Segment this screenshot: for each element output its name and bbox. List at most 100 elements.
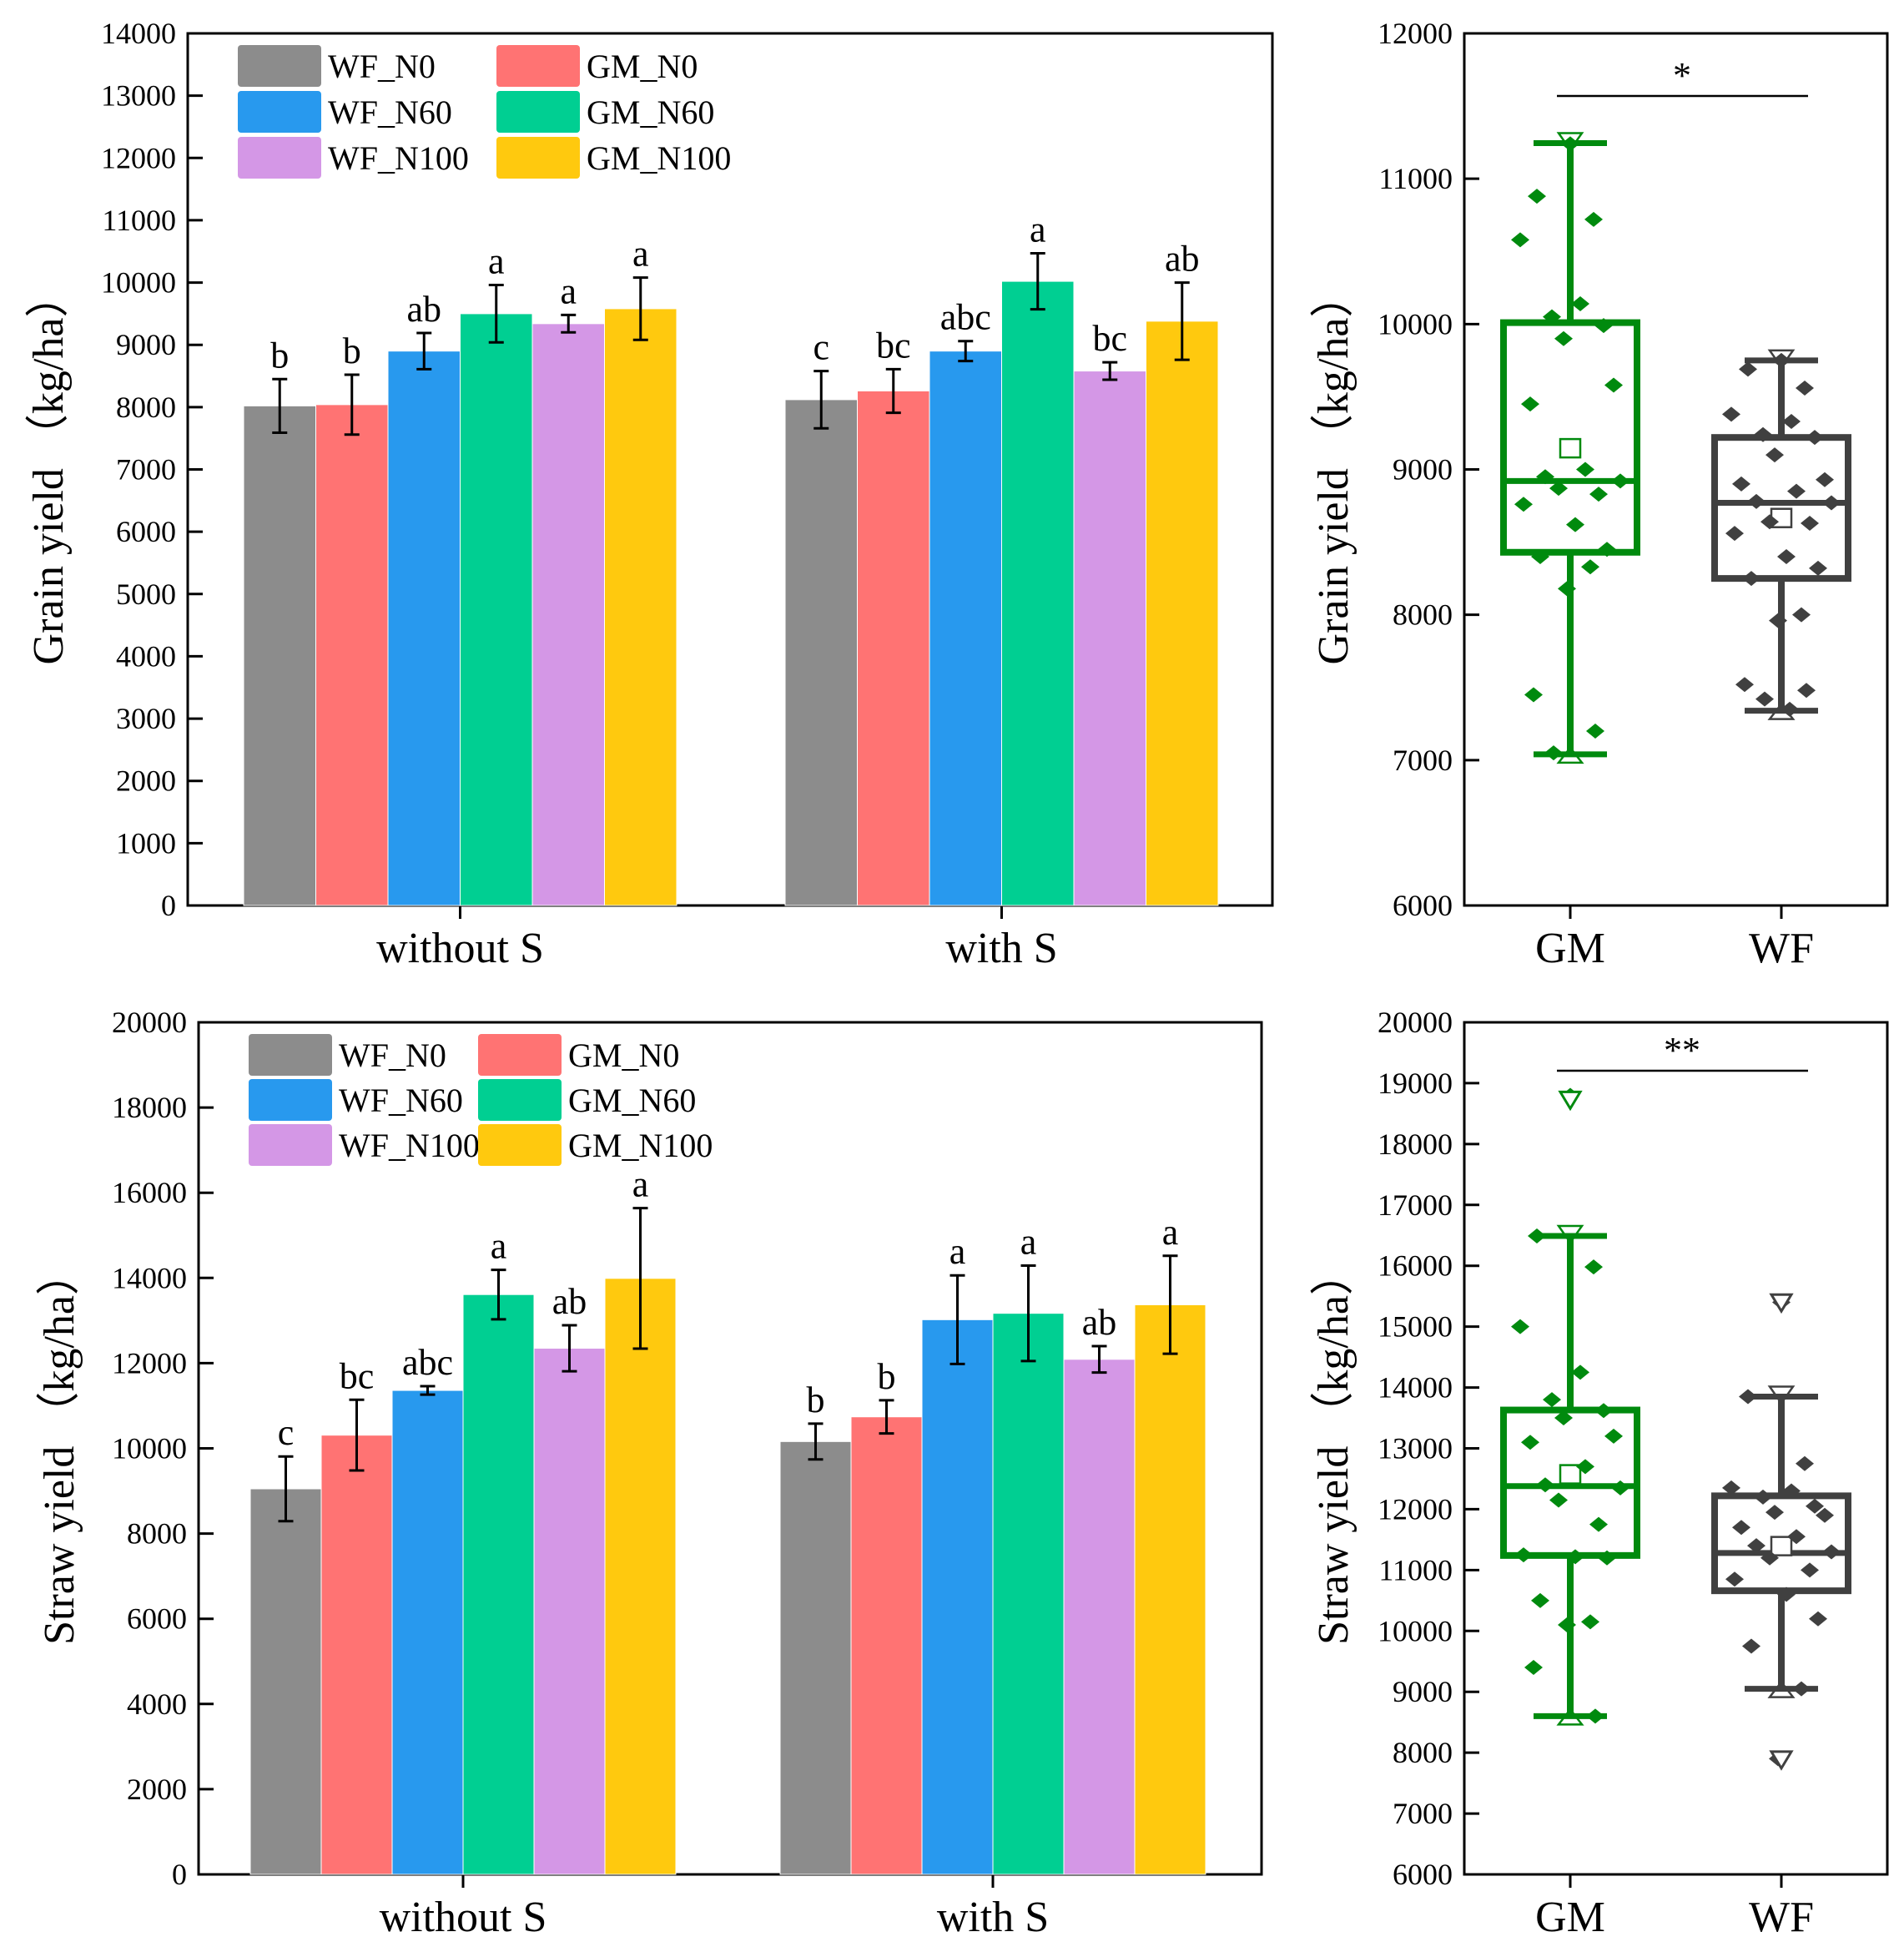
max-marker bbox=[1767, 1385, 1796, 1405]
bar-WF_N0 bbox=[779, 1440, 852, 1875]
y-axis-label: Straw yield （kg/ha） bbox=[1310, 1252, 1357, 1645]
legend-swatch bbox=[496, 91, 580, 133]
x-category-label: without S bbox=[376, 925, 544, 972]
significance-letter: abc bbox=[940, 297, 991, 338]
y-tick-label: 7000 bbox=[1393, 744, 1453, 777]
y-tick-label: 6000 bbox=[116, 515, 176, 548]
significance-letter: ab bbox=[1082, 1302, 1117, 1343]
y-tick-label: 10000 bbox=[112, 1432, 187, 1465]
significance-marker: * bbox=[1673, 55, 1691, 96]
y-tick-label: 3000 bbox=[116, 702, 176, 735]
significance-letter: a bbox=[488, 241, 505, 282]
data-point bbox=[1722, 1480, 1740, 1496]
significance-letter: a bbox=[1162, 1212, 1179, 1253]
legend-label: GM_N60 bbox=[568, 1082, 696, 1119]
max-marker bbox=[1556, 132, 1584, 152]
data-point bbox=[1796, 380, 1814, 396]
y-tick-label: 6000 bbox=[127, 1602, 187, 1636]
data-point bbox=[1772, 352, 1791, 368]
bar-WF_N60 bbox=[929, 351, 1002, 906]
significance-letter: abc bbox=[402, 1342, 453, 1383]
data-point bbox=[1754, 1489, 1772, 1505]
data-point bbox=[1598, 542, 1616, 557]
y-tick-label: 8000 bbox=[1393, 598, 1453, 632]
data-point bbox=[1511, 232, 1529, 248]
data-point bbox=[1732, 1520, 1750, 1536]
significance-letter: c bbox=[813, 327, 829, 368]
data-point bbox=[1586, 1708, 1604, 1724]
data-point bbox=[1739, 361, 1757, 377]
bar-WF_N0 bbox=[249, 1488, 322, 1875]
y-tick-label: 4000 bbox=[127, 1687, 187, 1721]
data-point bbox=[1571, 1364, 1589, 1380]
plot-frame bbox=[1463, 32, 1889, 907]
bar-GM_N0 bbox=[320, 1435, 393, 1875]
outlier-marker bbox=[1769, 1293, 1794, 1314]
data-point bbox=[1611, 1480, 1629, 1496]
bar-GM_N100 bbox=[1146, 320, 1219, 906]
y-tick-label: 7000 bbox=[116, 453, 176, 487]
data-point bbox=[1558, 581, 1576, 597]
significance-letter: bc bbox=[876, 325, 911, 366]
data-point bbox=[1739, 1389, 1757, 1405]
bar-GM_N60 bbox=[462, 1294, 535, 1875]
grain-bar-chart: 0 1000 2000 3000 4000 5000 6000 7000 8000 9000 100… bbox=[25, 17, 1274, 972]
y-tick-label: 13000 bbox=[1378, 1432, 1453, 1465]
legend-swatch bbox=[238, 91, 321, 133]
bar-GM_N100 bbox=[604, 308, 677, 906]
bar-WF_N100 bbox=[1073, 371, 1146, 906]
y-tick-label: 12000 bbox=[101, 141, 176, 174]
legend-label: GM_N60 bbox=[587, 93, 714, 131]
bar-WF_N0 bbox=[784, 399, 858, 906]
y-tick-label: 9000 bbox=[116, 328, 176, 361]
data-point bbox=[1782, 414, 1801, 430]
y-tick-label: 6000 bbox=[1393, 1858, 1453, 1891]
data-point bbox=[1611, 473, 1629, 489]
min-marker bbox=[1556, 1707, 1584, 1726]
y-tick-label: 8000 bbox=[116, 391, 176, 424]
y-tick-label: 14000 bbox=[101, 17, 176, 50]
data-point bbox=[1524, 1660, 1543, 1676]
data-point bbox=[1801, 1562, 1819, 1578]
legend-label: WF_N60 bbox=[339, 1082, 463, 1119]
data-point bbox=[1735, 677, 1754, 693]
legend-swatch bbox=[249, 1124, 332, 1166]
significance-letter: b bbox=[343, 330, 361, 371]
y-tick-label: 16000 bbox=[1378, 1249, 1453, 1283]
straw-box-chart: 6000 7000 8000 9000 10000 11000 12000 13000 1400… bbox=[1310, 1006, 1889, 1941]
data-point bbox=[1536, 469, 1554, 485]
data-point bbox=[1787, 1529, 1806, 1545]
significance-letter: ab bbox=[552, 1281, 587, 1322]
significance-letter: b bbox=[807, 1380, 825, 1420]
x-category-label: WF bbox=[1749, 925, 1814, 972]
bar-GM_N60 bbox=[460, 313, 533, 906]
data-point bbox=[1816, 1507, 1834, 1523]
bar-GM_N60 bbox=[992, 1313, 1065, 1875]
x-category-label: GM bbox=[1535, 925, 1605, 972]
data-point bbox=[1806, 1498, 1824, 1514]
data-point bbox=[1528, 189, 1546, 204]
min-marker bbox=[1767, 702, 1796, 720]
legend-label: GM_N0 bbox=[568, 1037, 679, 1074]
data-point bbox=[1576, 1459, 1594, 1475]
significance-letter: a bbox=[632, 234, 649, 275]
y-tick-label: 14000 bbox=[1378, 1371, 1453, 1405]
bar-WF_N100 bbox=[1063, 1359, 1136, 1875]
outlier-marker bbox=[1558, 1090, 1583, 1112]
legend-swatch bbox=[478, 1034, 562, 1076]
bar-GM_N100 bbox=[604, 1278, 677, 1875]
straw-bar-chart: 0 2000 4000 6000 8000 10000 12000 14000 16000 180… bbox=[36, 1006, 1263, 1941]
y-tick-label: 12000 bbox=[112, 1346, 187, 1380]
significance-letter: c bbox=[278, 1412, 295, 1453]
legend-swatch bbox=[496, 45, 580, 87]
significance-letter: ab bbox=[1165, 239, 1200, 280]
min-marker bbox=[1767, 1680, 1796, 1698]
y-tick-label: 18000 bbox=[112, 1091, 187, 1124]
data-point bbox=[1796, 1455, 1814, 1471]
significance-letter: a bbox=[1030, 209, 1046, 250]
data-point bbox=[1594, 1403, 1613, 1419]
significance-letter: ab bbox=[406, 289, 441, 330]
y-tick-label: 12000 bbox=[1378, 17, 1453, 50]
y-tick-label: 13000 bbox=[101, 79, 176, 113]
